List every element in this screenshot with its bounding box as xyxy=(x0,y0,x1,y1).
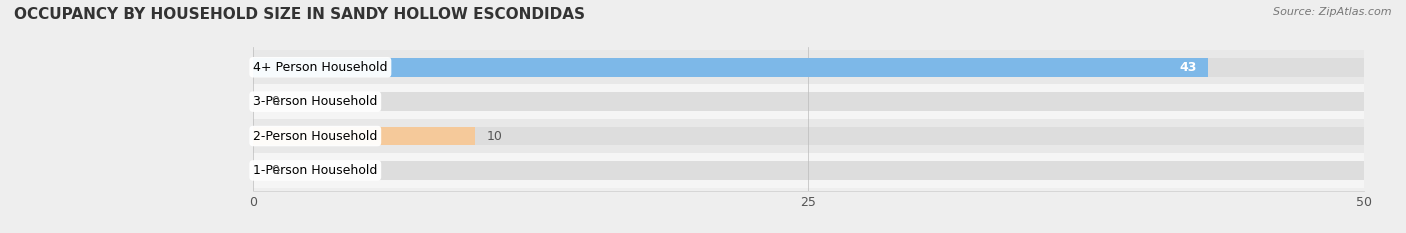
Bar xyxy=(253,58,1208,77)
Text: 0: 0 xyxy=(271,95,278,108)
Text: 0: 0 xyxy=(271,164,278,177)
Text: 3-Person Household: 3-Person Household xyxy=(253,95,377,108)
Bar xyxy=(253,153,1364,188)
Bar xyxy=(253,92,1364,111)
Bar xyxy=(253,50,1364,84)
Bar xyxy=(253,161,1364,180)
Text: 2-Person Household: 2-Person Household xyxy=(253,130,377,143)
Bar xyxy=(253,127,1364,145)
Bar xyxy=(253,58,1364,77)
Bar xyxy=(253,127,475,145)
Text: 4+ Person Household: 4+ Person Household xyxy=(253,61,388,74)
Text: Source: ZipAtlas.com: Source: ZipAtlas.com xyxy=(1274,7,1392,17)
Text: OCCUPANCY BY HOUSEHOLD SIZE IN SANDY HOLLOW ESCONDIDAS: OCCUPANCY BY HOUSEHOLD SIZE IN SANDY HOL… xyxy=(14,7,585,22)
Bar xyxy=(253,84,1364,119)
Text: 43: 43 xyxy=(1180,61,1198,74)
Text: 1-Person Household: 1-Person Household xyxy=(253,164,377,177)
Bar xyxy=(253,119,1364,153)
Text: 10: 10 xyxy=(486,130,502,143)
